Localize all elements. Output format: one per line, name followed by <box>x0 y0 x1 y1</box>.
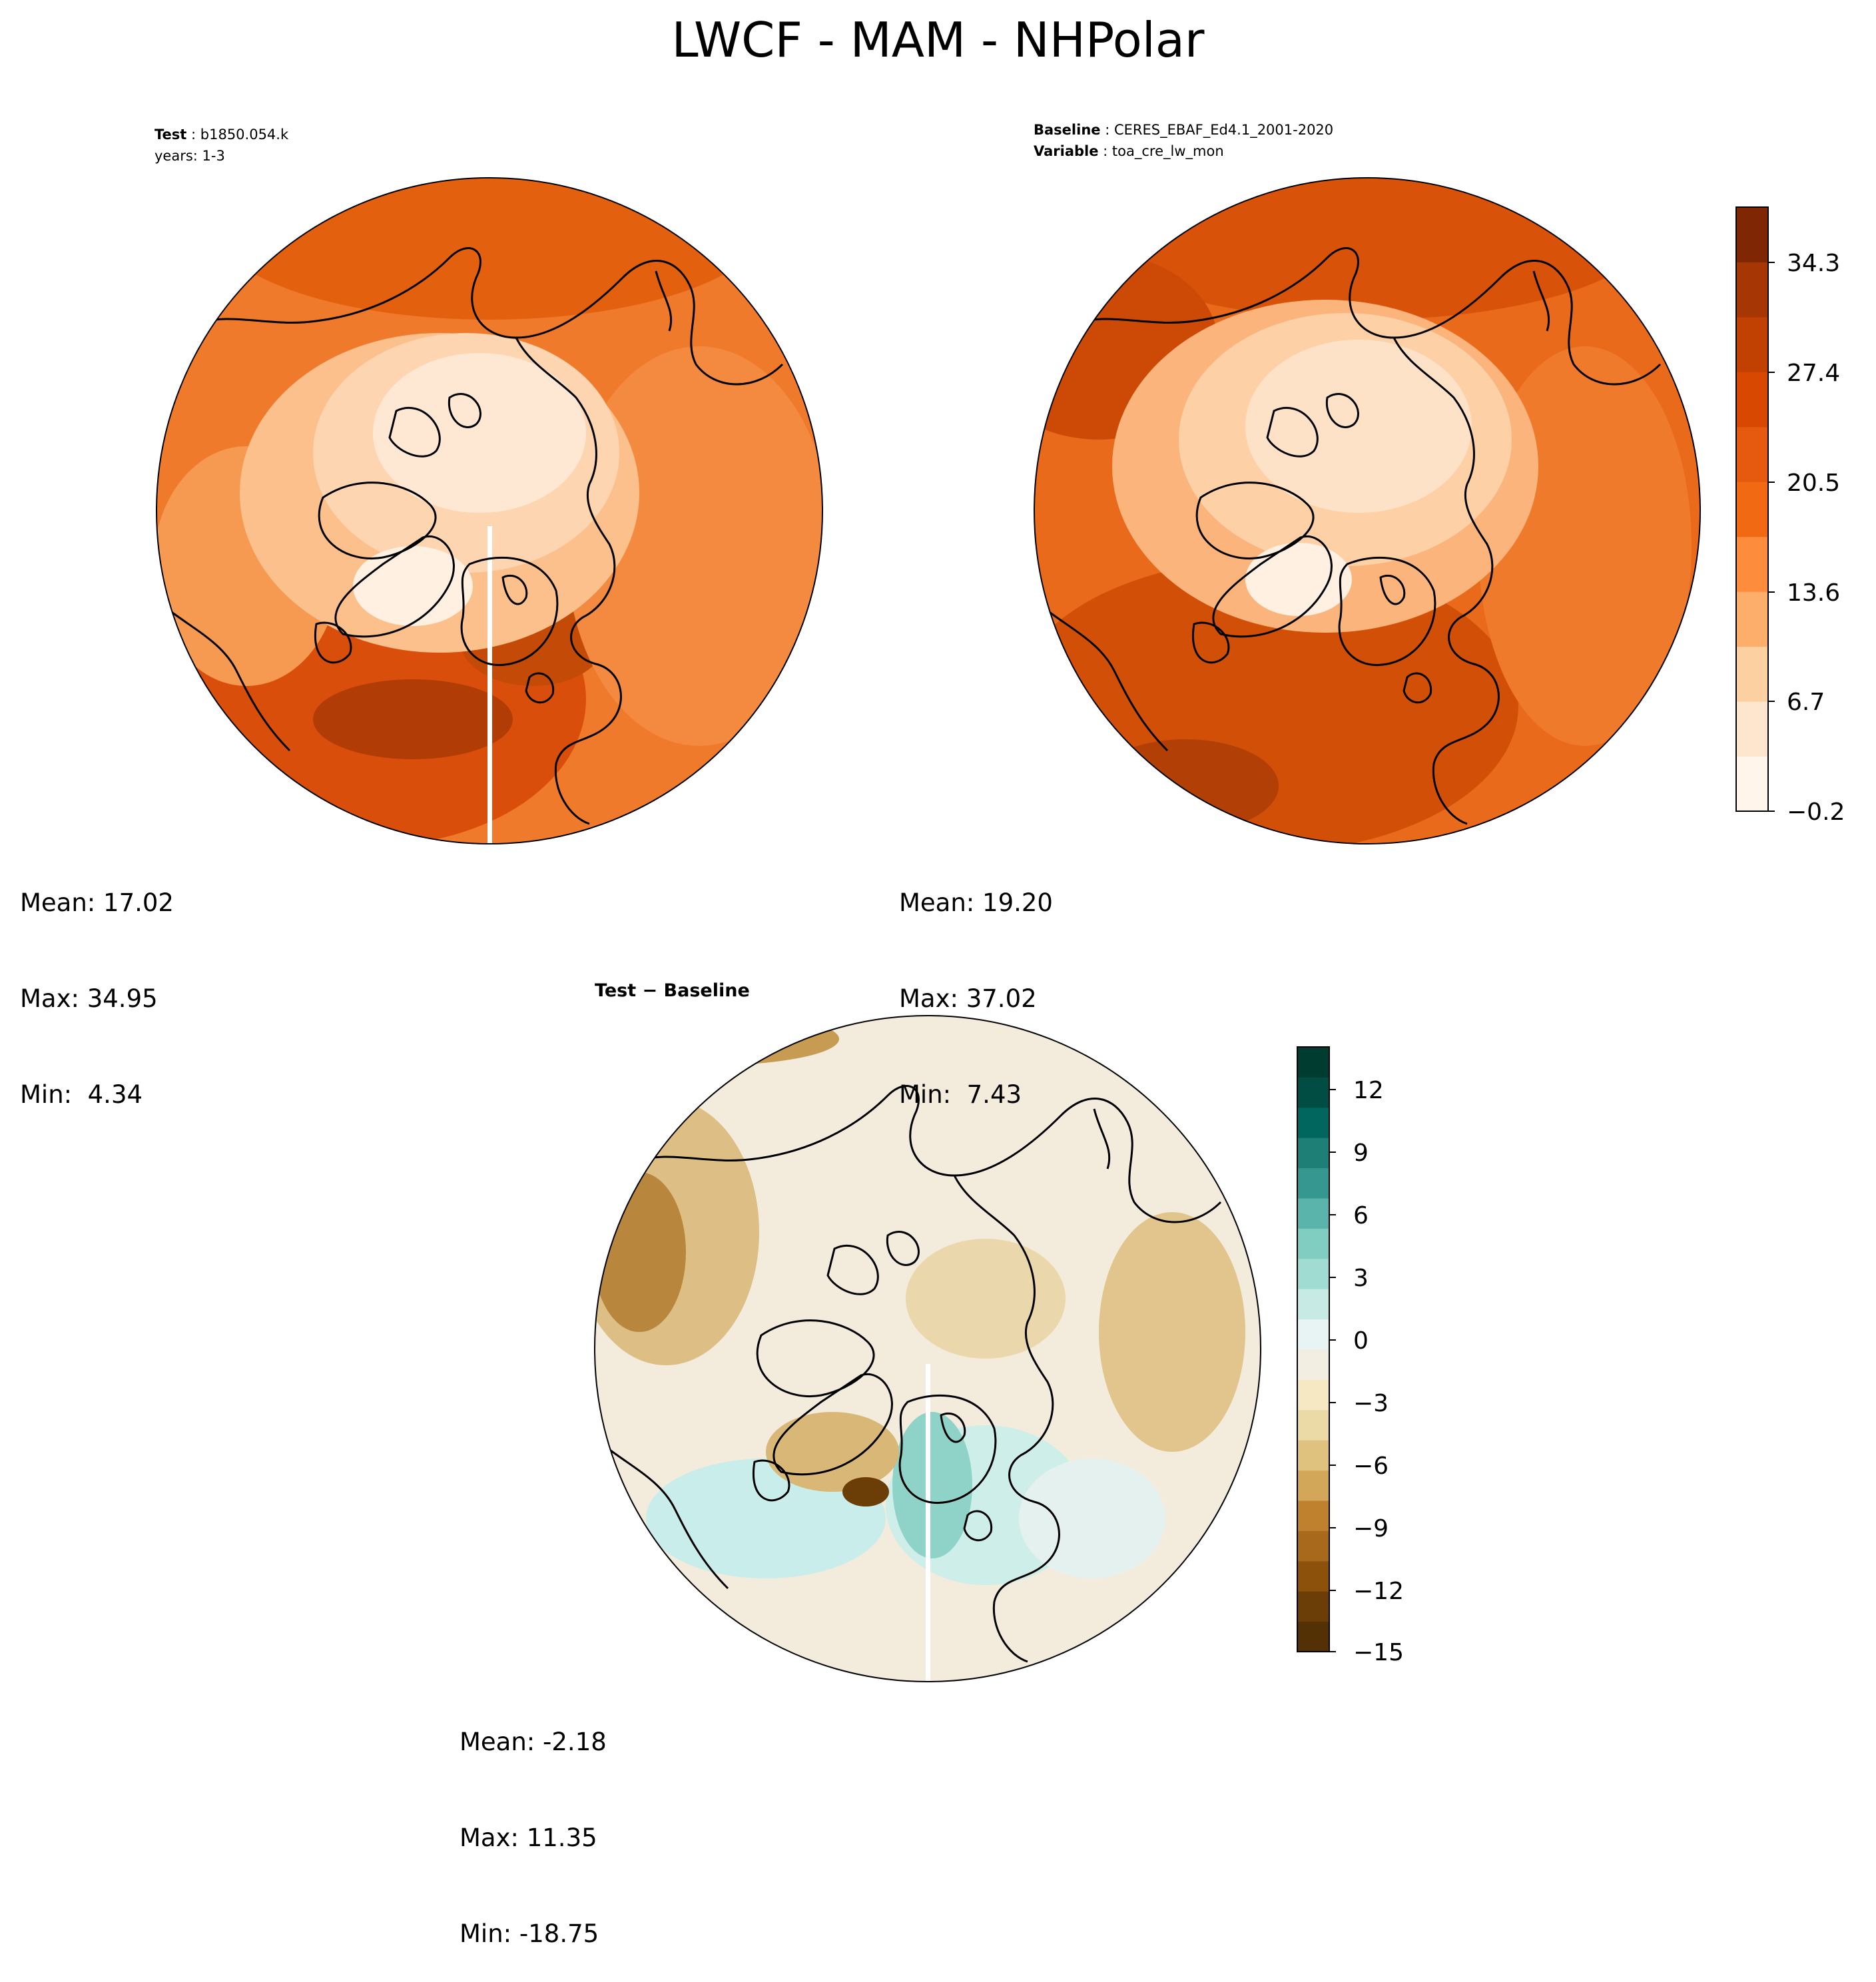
figure-canvas: 34.3 27.4 20.5 13.6 6.7 −0.2 12 9 6 3 0 <box>156 177 1845 1682</box>
baseline-min: Min: 7.43 <box>899 1080 1022 1109</box>
diff-colorbar-bands <box>1297 1047 1329 1652</box>
diff-colorbar-tick: −3 <box>1353 1390 1389 1417</box>
colorbar-band <box>1297 1500 1329 1531</box>
diff-min: Min: -18.75 <box>460 1919 599 1948</box>
colorbar-band <box>1736 262 1768 318</box>
colorbar-band <box>1297 1470 1329 1501</box>
baseline-map <box>1034 177 1701 844</box>
colorbar-band <box>1297 1228 1329 1259</box>
diff-colorbar-tick: −9 <box>1353 1515 1389 1542</box>
diff-colorbar-tick: 0 <box>1353 1327 1369 1355</box>
main-colorbar-tick: −0.2 <box>1787 799 1845 826</box>
colorbar-band <box>1736 701 1768 757</box>
diff-mean: Mean: -2.18 <box>460 1728 607 1756</box>
colorbar-band <box>1297 1107 1329 1138</box>
colorbar-band <box>1297 1621 1329 1652</box>
diff-colorbar-tick: −15 <box>1353 1639 1404 1666</box>
diff-colorbar-tick: 3 <box>1353 1265 1369 1292</box>
baseline-stats: Mean: 19.20 Max: 37.02 Min: 7.43 <box>899 823 1053 1143</box>
colorbar-band <box>1297 1409 1329 1441</box>
main-colorbar-tick: 34.3 <box>1787 250 1840 277</box>
test-stats: Mean: 17.02 Max: 34.95 Min: 4.34 <box>20 823 174 1143</box>
test-min: Min: 4.34 <box>20 1080 143 1109</box>
colorbar-band <box>1297 1349 1329 1380</box>
diff-header: Test − Baseline <box>595 980 750 1001</box>
colorbar-band <box>1736 756 1768 812</box>
diff-max: Max: 11.35 <box>460 1823 597 1852</box>
colorbar-band <box>1736 536 1768 592</box>
colorbar-band <box>1297 1167 1329 1199</box>
colorbar-band <box>1297 1560 1329 1592</box>
baseline-header: Baseline : CERES_EBAF_Ed4.1_2001-2020 Va… <box>1034 122 1334 159</box>
colorbar-band <box>1297 1379 1329 1411</box>
diff-colorbar-frame <box>1297 1046 1330 1652</box>
test-mean: Mean: 17.02 <box>20 888 174 917</box>
colorbar-band <box>1297 1591 1329 1622</box>
diff-colorbar-tick: −12 <box>1353 1578 1404 1605</box>
test-header: Test : b1850.054.k years: 1-3 <box>155 124 288 166</box>
main-colorbar-frame <box>1735 206 1769 812</box>
baseline-label: Baseline <box>1034 122 1101 138</box>
variable-name: toa_cre_lw_mon <box>1111 143 1224 159</box>
main-colorbar-tick: 27.4 <box>1787 360 1840 387</box>
colorbar-band <box>1297 1440 1329 1471</box>
diff-colorbar-tick: 6 <box>1353 1202 1369 1229</box>
figure-title: LWCF - MAM - NHPolar <box>671 12 1205 68</box>
colorbar-band <box>1736 372 1768 428</box>
main-colorbar-tick: 13.6 <box>1787 579 1840 607</box>
colorbar-band <box>1297 1138 1329 1169</box>
test-case-name: b1850.054.k <box>200 127 289 143</box>
colorbar-band <box>1297 1198 1329 1229</box>
colorbar-band <box>1736 316 1768 372</box>
colorbar-band <box>1736 591 1768 647</box>
colorbar-band <box>1297 1530 1329 1562</box>
diff-stats: Mean: -2.18 Max: 11.35 Min: -18.75 <box>460 1662 607 1982</box>
baseline-mean: Mean: 19.20 <box>899 888 1053 917</box>
diff-colorbar-tick: 12 <box>1353 1077 1384 1104</box>
main-colorbar: 34.3 27.4 20.5 13.6 6.7 −0.2 <box>1735 206 1845 826</box>
colorbar-band <box>1736 646 1768 702</box>
test-max: Max: 34.95 <box>20 984 158 1013</box>
main-colorbar-tick: 6.7 <box>1787 689 1825 716</box>
test-label: Test <box>155 127 187 143</box>
test-years: years: 1-3 <box>155 148 225 164</box>
colorbar-band <box>1736 207 1768 262</box>
colorbar-band <box>1297 1047 1329 1078</box>
variable-label: Variable <box>1034 143 1099 159</box>
diff-map <box>594 1015 1261 1682</box>
diff-colorbar-tick: 9 <box>1353 1140 1369 1167</box>
diff-colorbar-tick: −6 <box>1353 1453 1389 1480</box>
test-map <box>156 177 823 844</box>
diff-colorbar: 12 9 6 3 0 −3 −6 −9 −12 −15 <box>1297 1046 1404 1666</box>
colorbar-band <box>1297 1258 1329 1289</box>
colorbar-band <box>1736 426 1768 482</box>
colorbar-band <box>1297 1289 1329 1320</box>
baseline-max: Max: 37.02 <box>899 984 1037 1013</box>
colorbar-band <box>1736 482 1768 537</box>
main-colorbar-bands <box>1736 207 1768 812</box>
main-colorbar-tick: 20.5 <box>1787 470 1840 497</box>
colorbar-band <box>1297 1077 1329 1108</box>
baseline-name: CERES_EBAF_Ed4.1_2001-2020 <box>1113 122 1334 138</box>
colorbar-band <box>1297 1319 1329 1350</box>
